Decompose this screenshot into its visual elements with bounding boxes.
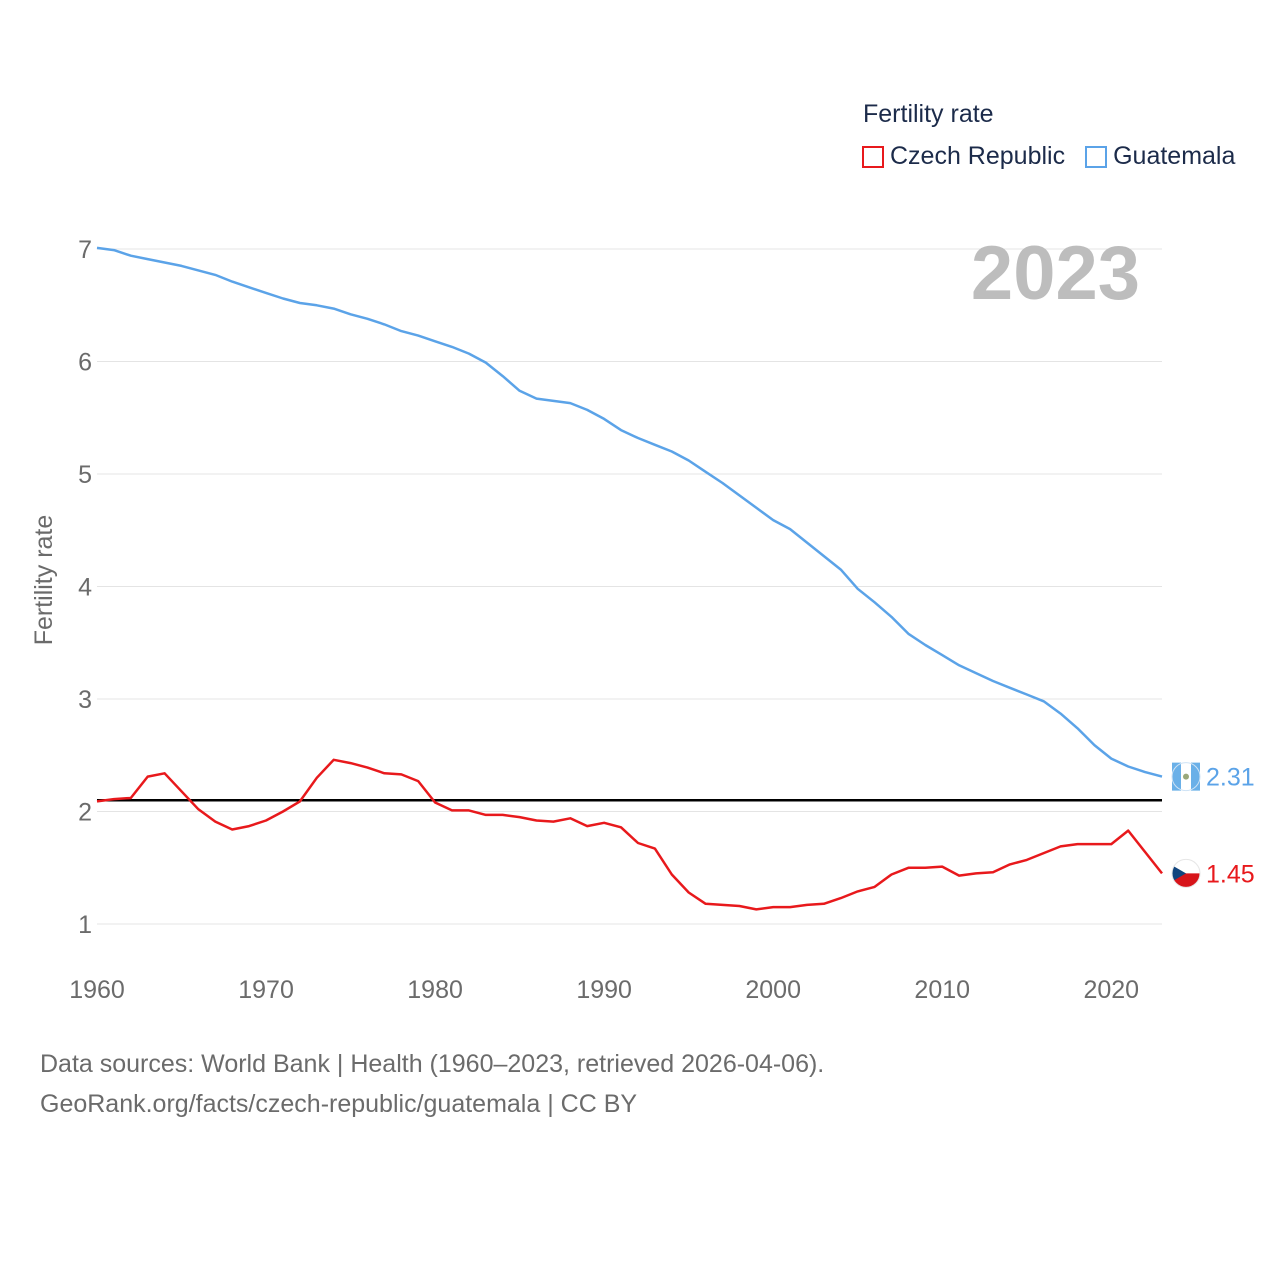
y-tick-label-2: 2 [78, 799, 92, 827]
data-sources-text: Data sources: World Bank | Health (1960–… [40, 1050, 825, 1078]
legend-label-czech-republic: Czech Republic [890, 142, 1066, 170]
end-value-label-guatemala: 2.31 [1206, 764, 1255, 792]
x-tick-label-1970: 1970 [238, 976, 294, 1004]
legend-swatch-czech-republic [862, 145, 884, 168]
grid-lines [97, 248, 1162, 925]
legend-item-czech-republic[interactable]: Czech Republic [862, 142, 1065, 171]
x-axis-ticks: 1960 1970 1980 1990 2000 2010 2020 [69, 976, 1139, 1004]
y-axis-ticks: 1 2 3 4 5 6 7 [78, 236, 92, 939]
end-value-label-czech-republic: 1.45 [1206, 860, 1255, 888]
legend: Czech Republic Guatemala [862, 142, 1235, 171]
y-tick-label-4: 4 [78, 574, 92, 602]
flag-blue-triangle [1172, 866, 1186, 881]
x-tick-label-1960: 1960 [69, 976, 125, 1004]
footer: Data sources: World Bank | Health (1960–… [40, 1044, 824, 1124]
y-tick-label-5: 5 [78, 461, 92, 489]
flag-guatemala-icon [1171, 762, 1201, 792]
end-markers: 2.31 1.45 [1171, 762, 1255, 888]
flag-emblem [1183, 773, 1189, 780]
flag-stripe-right [1191, 762, 1200, 791]
legend-item-guatemala[interactable]: Guatemala [1085, 142, 1235, 171]
y-tick-label-7: 7 [78, 236, 92, 264]
x-tick-label-1980: 1980 [407, 976, 463, 1004]
y-tick-label-1: 1 [78, 911, 92, 939]
y-tick-label-6: 6 [78, 349, 92, 377]
y-tick-label-3: 3 [78, 686, 92, 714]
series-line-czech-republic [96, 758, 1163, 911]
flag-stripe-left [1172, 762, 1181, 791]
flag-border [1171, 858, 1201, 888]
y-axis-title: Fertility rate [30, 515, 58, 646]
legend-swatch-guatemala [1085, 145, 1108, 168]
flag-border [1171, 762, 1201, 792]
x-tick-label-2010: 2010 [914, 976, 970, 1004]
flag-czech-republic-icon [1171, 858, 1201, 888]
series-line-guatemala [96, 246, 1163, 778]
legend-label-guatemala: Guatemala [1113, 142, 1236, 170]
x-tick-label-2000: 2000 [745, 976, 801, 1004]
source-link[interactable]: GeoRank.org/facts/czech-republic/guatema… [40, 1090, 638, 1118]
legend-title: Fertility rate [863, 100, 994, 128]
x-tick-label-2020: 2020 [1083, 976, 1139, 1004]
x-tick-label-1990: 1990 [576, 976, 632, 1004]
year-label: 2023 [970, 231, 1140, 316]
series-lines [96, 246, 1163, 911]
